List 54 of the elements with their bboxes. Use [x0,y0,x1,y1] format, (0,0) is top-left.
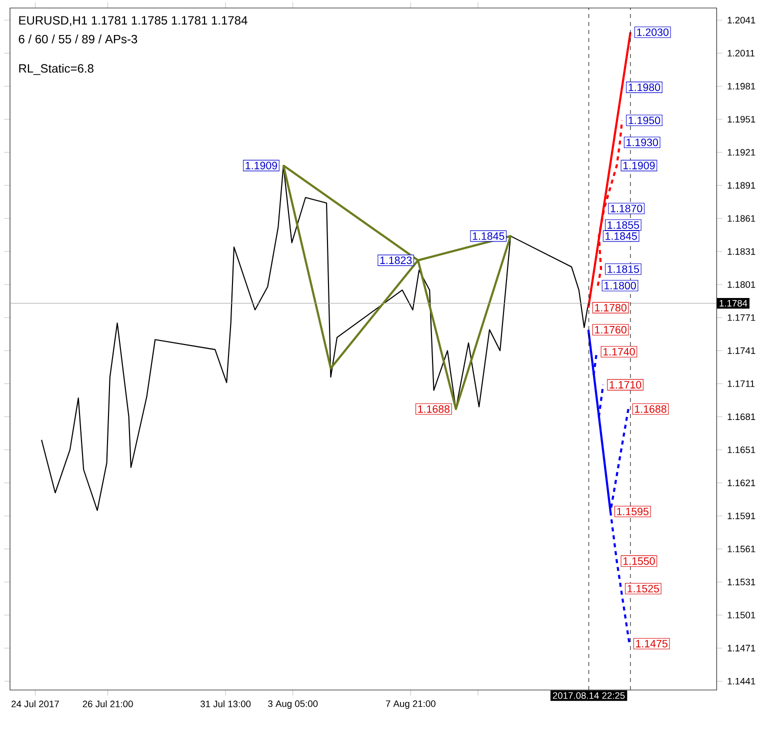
y-tick-label: 1.1861 [728,215,756,222]
x-tick-label: 7 Aug 21:00 [386,700,436,709]
annotation: 1.1760 [595,326,626,334]
y-tick-label: 1.1561 [728,546,756,552]
y-tick-label: 1.1531 [728,578,756,586]
annotation: 1.1855 [608,221,640,229]
annotation: 1.1909 [623,162,655,170]
annotation: 1.1980 [628,84,660,92]
y-tick-label: 1.1891 [728,182,756,189]
y-tick-label: 1.2011 [728,50,754,56]
y-tick-label: 1.1621 [728,480,756,486]
annotation: 1.1845 [472,232,504,240]
text: 6 / 60 / 55 / 89 / APs-3 [18,34,138,44]
annotation: 1.1740 [603,348,635,356]
y-tick-label: 1.1711 [728,380,754,387]
y-tick-label: 1.1981 [728,82,756,90]
ref-line-label: 1.1784 [720,300,748,307]
annotation: 1.2030 [637,28,669,36]
y-tick-label: 1.1921 [728,149,756,156]
annotation: 1.1475 [636,640,668,648]
y-tick-label: 1.1651 [728,446,756,454]
annotation: 1.1870 [610,204,642,212]
annotation: 1.1800 [604,282,636,290]
annotation: 1.1780 [595,304,626,312]
y-tick-label: 1.2041 [728,16,756,24]
y-tick-label: 1.1831 [728,248,756,255]
annotation: 1.1688 [418,405,450,413]
annotation: 1.1710 [610,381,642,389]
x-tick-label: 26 Jul 21:00 [82,700,133,708]
annotation: 1.1909 [246,162,278,170]
annotation: 1.1595 [617,508,648,516]
y-tick-label: 1.1771 [728,314,756,321]
y-tick-label: 1.1441 [728,678,756,684]
annotation: 1.1550 [623,557,655,565]
annotation: 1.1845 [606,232,637,240]
text: EURUSD,H1 1.1781 1.1785 1.1781 1.1784 [19,16,248,26]
annotation: 1.1525 [628,584,660,592]
y-tick-label: 1.1801 [728,281,756,288]
annotation: 1.1930 [626,138,658,146]
x-tick-label: 31 Jul 13:00 [200,700,251,708]
y-tick-label: 1.1591 [728,512,756,520]
y-tick-label: 1.1471 [728,644,756,652]
ref-line-label: 2017.08.14 22:25 [552,692,625,699]
y-tick-label: 1.1681 [728,413,756,420]
y-tick-label: 1.1741 [728,347,756,354]
annotation: 1.1815 [608,265,640,273]
annotation: 1.1688 [635,405,666,413]
x-tick-label: 3 Aug 05:00 [268,700,318,709]
annotation: 1.1823 [380,256,412,264]
y-tick-label: 1.1501 [728,612,756,618]
x-tick-label: 24 Jul 2017 [12,700,59,708]
annotation: RL_Static=6.8 [19,64,94,75]
y-tick-label: 1.1951 [728,116,756,123]
annotation: 1.1950 [628,116,660,124]
